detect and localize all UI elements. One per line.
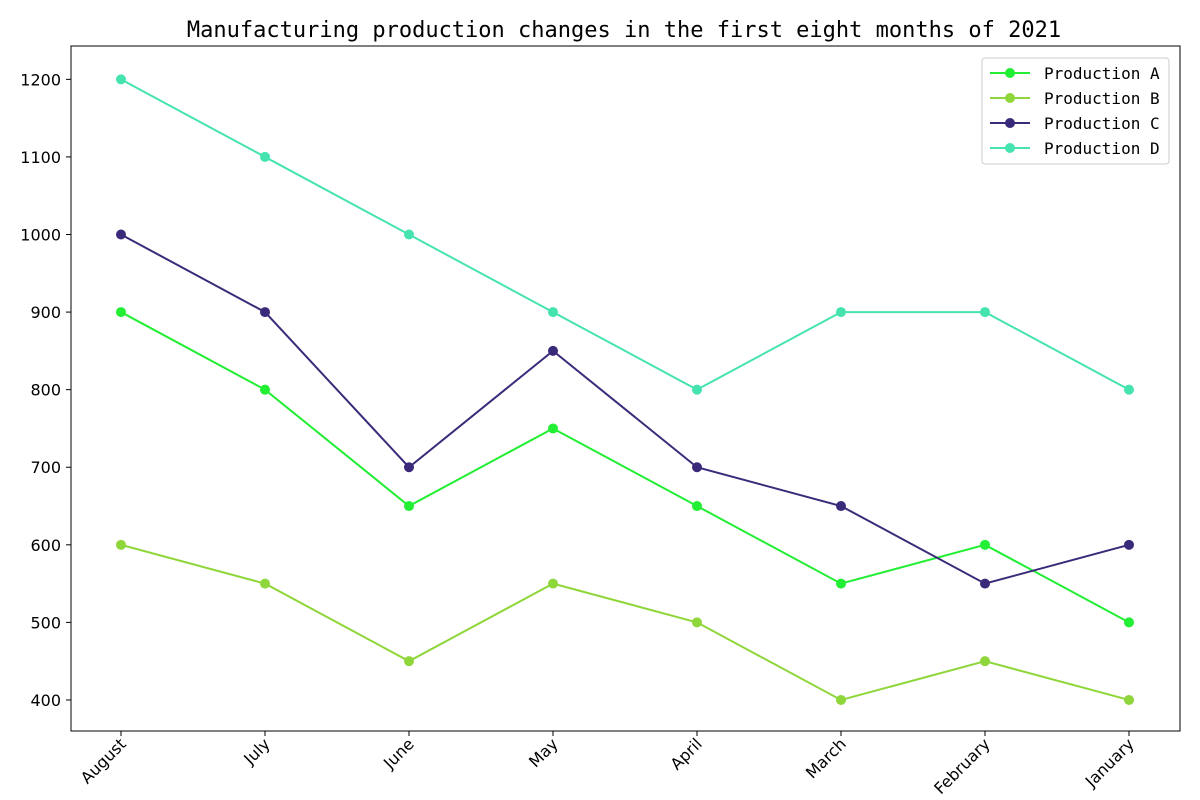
- legend-marker: [1005, 68, 1015, 78]
- data-point: [1124, 617, 1134, 628]
- x-tick-label: March: [802, 734, 850, 782]
- x-tick-label: August: [77, 734, 130, 787]
- data-point: [980, 656, 990, 667]
- data-point: [548, 578, 558, 589]
- legend-box: [981, 57, 1170, 165]
- y-tick-label: 600: [30, 536, 61, 555]
- series-line: [120, 78, 1130, 391]
- series-production-c: [116, 229, 1134, 589]
- data-point: [548, 345, 558, 356]
- legend-item: Production D: [990, 139, 1160, 158]
- data-point: [260, 307, 270, 318]
- y-tick-label: 400: [30, 691, 61, 710]
- legend-label: Production B: [1044, 89, 1160, 108]
- data-point: [404, 656, 414, 667]
- x-tick-label: February: [930, 734, 994, 798]
- data-point: [980, 539, 990, 550]
- data-point: [548, 307, 558, 318]
- series-production-d: [116, 74, 1134, 395]
- legend-marker: [1005, 143, 1015, 153]
- data-point: [692, 501, 702, 512]
- data-point: [404, 462, 414, 473]
- data-point: [836, 694, 846, 705]
- series-production-b: [116, 539, 1134, 705]
- data-point: [980, 307, 990, 318]
- x-tick-label: January: [1081, 734, 1138, 791]
- legend-item: Production C: [990, 114, 1160, 133]
- data-point: [116, 74, 126, 85]
- data-point: [692, 384, 702, 395]
- legend-item: Production A: [990, 64, 1160, 83]
- data-point: [1124, 694, 1134, 705]
- data-point: [116, 229, 126, 240]
- data-point: [836, 501, 846, 512]
- series-production-a: [116, 307, 1134, 628]
- x-tick-label: June: [379, 734, 418, 773]
- plot-frame: [70, 45, 1181, 732]
- legend: Production A Production B Production C Prod…: [981, 57, 1170, 165]
- data-point: [1124, 539, 1134, 550]
- y-tick-label: 500: [30, 613, 61, 632]
- legend-label: Production A: [1044, 64, 1160, 83]
- series-layer: [116, 74, 1134, 705]
- y-tick-label: 900: [30, 303, 61, 322]
- y-tick-label: 800: [30, 381, 61, 400]
- x-tick-label: July: [239, 734, 273, 768]
- x-tick-label: May: [525, 734, 562, 771]
- data-point: [836, 578, 846, 589]
- y-tick-label: 700: [30, 458, 61, 477]
- data-point: [116, 539, 126, 550]
- x-tick-label: April: [667, 734, 706, 773]
- data-point: [692, 462, 702, 473]
- data-point: [548, 423, 558, 434]
- data-point: [1124, 384, 1134, 395]
- data-point: [404, 501, 414, 512]
- data-point: [260, 151, 270, 162]
- y-tick-label: 1000: [20, 226, 61, 245]
- legend-marker: [1005, 118, 1015, 128]
- data-point: [692, 617, 702, 628]
- data-point: [404, 229, 414, 240]
- legend-label: Production D: [1044, 139, 1160, 158]
- y-tick-label: 1200: [20, 70, 61, 89]
- data-point: [116, 307, 126, 318]
- legend-label: Production C: [1044, 114, 1160, 133]
- legend-marker: [1005, 93, 1015, 103]
- data-point: [836, 307, 846, 318]
- y-tick-label: 1100: [20, 148, 61, 167]
- series-line: [120, 233, 1130, 585]
- series-line: [120, 311, 1130, 624]
- chart-title: Manufacturing production changes in the …: [187, 18, 1061, 43]
- series-line: [120, 543, 1130, 702]
- data-point: [980, 578, 990, 589]
- data-point: [260, 578, 270, 589]
- legend-item: Production B: [990, 89, 1160, 108]
- data-point: [260, 384, 270, 395]
